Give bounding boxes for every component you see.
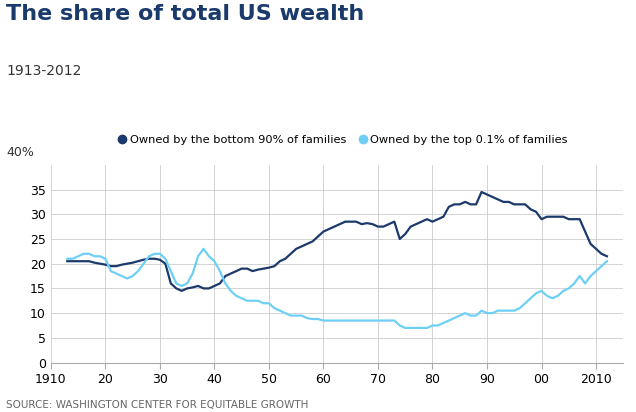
- Owned by the bottom 90% of families: [178, 288, 186, 293]
- Owned by the top 0.1% of families: [603, 259, 611, 264]
- Owned by the top 0.1% of families: [570, 281, 578, 286]
- Text: 40%: 40%: [6, 145, 34, 159]
- Legend: Owned by the bottom 90% of families, Owned by the top 0.1% of families: Owned by the bottom 90% of families, Own…: [120, 135, 567, 145]
- Owned by the bottom 90% of families: [570, 217, 578, 222]
- Owned by the bottom 90% of families: [167, 281, 175, 286]
- Owned by the top 0.1% of families: [391, 318, 398, 323]
- Owned by the top 0.1% of families: [167, 269, 175, 274]
- Owned by the top 0.1% of families: [587, 274, 595, 279]
- Owned by the top 0.1% of families: [64, 256, 71, 261]
- Owned by the bottom 90% of families: [603, 254, 611, 259]
- Text: 1913-2012: 1913-2012: [6, 64, 82, 78]
- Owned by the top 0.1% of families: [401, 325, 409, 330]
- Line: Owned by the bottom 90% of families: Owned by the bottom 90% of families: [67, 192, 607, 291]
- Text: SOURCE: WASHINGTON CENTER FOR EQUITABLE GROWTH: SOURCE: WASHINGTON CENTER FOR EQUITABLE …: [6, 400, 308, 410]
- Owned by the top 0.1% of families: [200, 246, 207, 251]
- Line: Owned by the top 0.1% of families: Owned by the top 0.1% of families: [67, 249, 607, 328]
- Owned by the bottom 90% of families: [347, 219, 354, 224]
- Owned by the bottom 90% of families: [391, 219, 398, 224]
- Owned by the top 0.1% of families: [189, 271, 197, 276]
- Owned by the bottom 90% of families: [587, 241, 595, 246]
- Owned by the bottom 90% of families: [194, 283, 202, 288]
- Owned by the top 0.1% of families: [347, 318, 354, 323]
- Owned by the bottom 90% of families: [64, 259, 71, 264]
- Text: The share of total US wealth: The share of total US wealth: [6, 4, 364, 24]
- Owned by the bottom 90% of families: [478, 190, 485, 194]
